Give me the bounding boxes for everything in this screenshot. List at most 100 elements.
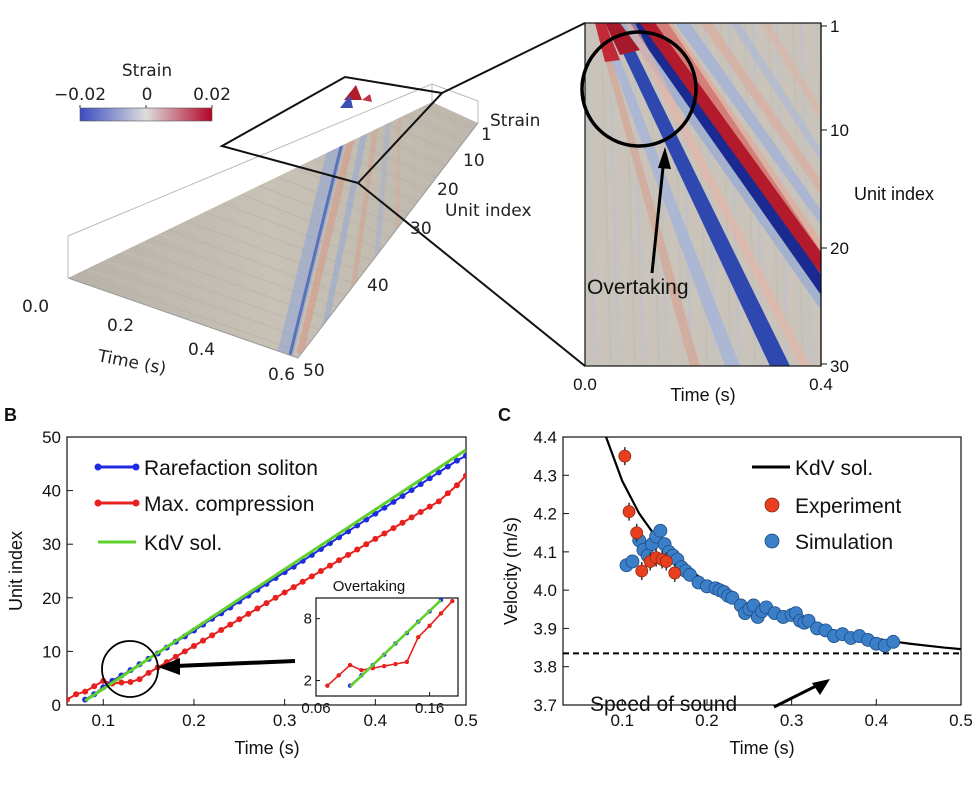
data-point bbox=[435, 498, 442, 505]
data-point bbox=[363, 541, 370, 548]
data-point bbox=[453, 457, 460, 464]
legend-c-item: KdV sol. bbox=[795, 457, 873, 480]
surface-texture bbox=[386, 123, 478, 205]
chart-c-ylabel: Velocity (m/s) bbox=[501, 517, 521, 625]
inset-title: Overtaking bbox=[333, 578, 406, 595]
y-tick-label: 50 bbox=[42, 428, 61, 447]
x-tick-label: 0.3 bbox=[273, 711, 297, 730]
y-tick-label: 3.7 bbox=[533, 696, 557, 715]
data-point bbox=[886, 634, 901, 649]
surface-texture bbox=[404, 114, 478, 196]
legend-c-item: Simulation bbox=[795, 531, 893, 554]
surface-3d: Strain 1 10 20 30 40 50 Unit index 0.0 0… bbox=[22, 22, 586, 385]
legend-b-item: Max. compression bbox=[144, 493, 314, 516]
overtaking-label: Overtaking bbox=[587, 276, 689, 299]
data-point bbox=[82, 688, 89, 695]
data-point bbox=[91, 683, 98, 690]
inset-point bbox=[336, 673, 341, 678]
surface-time-tick: 0.0 bbox=[22, 297, 49, 317]
y-tick-label: 4.0 bbox=[533, 581, 557, 600]
inset-point bbox=[404, 659, 410, 665]
zoom-unit-tick: 1 bbox=[830, 17, 839, 36]
surface-z-label: Strain bbox=[490, 111, 540, 131]
inset-x-tick-label: 0.16 bbox=[415, 700, 444, 717]
y-tick-label: 4.3 bbox=[533, 466, 557, 485]
colorbar-title: Strain bbox=[122, 61, 172, 81]
data-point bbox=[390, 525, 397, 532]
data-point bbox=[453, 482, 460, 489]
surface-texture bbox=[158, 233, 377, 315]
zoom-unit-tick: 10 bbox=[830, 121, 849, 140]
legend-c-item: Experiment bbox=[795, 495, 901, 518]
y-tick-label: 30 bbox=[42, 535, 61, 554]
zoom-unit-tick: 30 bbox=[830, 357, 849, 376]
data-point bbox=[172, 653, 179, 660]
series-line bbox=[84, 448, 466, 702]
data-point bbox=[200, 637, 207, 644]
inset-y-tick-label: 8 bbox=[304, 611, 312, 628]
inset-point bbox=[416, 635, 421, 640]
data-point bbox=[381, 530, 388, 537]
data-point bbox=[408, 514, 415, 521]
chart-b-xlabel: Time (s) bbox=[234, 738, 299, 758]
speed-of-sound-label: Speed of sound bbox=[590, 693, 737, 716]
data-point bbox=[345, 551, 352, 558]
zoom-texture bbox=[808, 23, 820, 366]
y-tick-label: 4.4 bbox=[533, 428, 557, 447]
y-tick-label: 10 bbox=[42, 642, 61, 661]
y-tick-label: 4.2 bbox=[533, 505, 557, 524]
data-point bbox=[227, 621, 234, 628]
surface-texture bbox=[76, 273, 307, 355]
data-point bbox=[209, 632, 216, 639]
data-point bbox=[272, 594, 279, 601]
surface-texture bbox=[413, 110, 478, 192]
data-point bbox=[426, 503, 433, 510]
legend-b: Rarefaction soliton Max. compression KdV… bbox=[94, 457, 318, 555]
legend-b-item: Rarefaction soliton bbox=[144, 457, 318, 480]
data-point bbox=[290, 584, 297, 591]
data-point bbox=[659, 555, 673, 568]
data-point bbox=[299, 578, 306, 585]
inset-point bbox=[450, 598, 455, 604]
inset-series-line bbox=[326, 600, 453, 687]
data-point bbox=[73, 691, 80, 698]
data-point bbox=[417, 509, 424, 516]
zoom-unit-label: Unit index bbox=[854, 184, 934, 204]
surface-unit-tick: 20 bbox=[437, 180, 459, 200]
colorbar-max-label: 0.02 bbox=[193, 85, 231, 105]
x-tick-label: 0.3 bbox=[780, 711, 804, 730]
surface-unit-tick: 40 bbox=[367, 276, 389, 296]
chart-b-frame bbox=[66, 436, 467, 706]
y-tick-label: 0 bbox=[52, 696, 61, 715]
data-point bbox=[444, 490, 451, 497]
surface-unit-tick: 30 bbox=[410, 219, 432, 239]
surface-time-tick: 0.2 bbox=[107, 316, 134, 336]
y-tick-label: 3.9 bbox=[533, 619, 557, 638]
data-point bbox=[336, 557, 343, 564]
data-point bbox=[245, 610, 252, 617]
y-tick-label: 3.8 bbox=[533, 658, 557, 677]
inset-point bbox=[438, 611, 444, 616]
data-point bbox=[136, 676, 143, 683]
inset-point bbox=[381, 663, 387, 669]
data-point bbox=[317, 568, 324, 574]
zoom-unit-tick: 20 bbox=[830, 239, 849, 258]
surface-time-label: Time (s) bbox=[95, 346, 168, 379]
surface-texture bbox=[86, 268, 314, 350]
zoom-texture bbox=[784, 23, 796, 366]
inset-point bbox=[325, 683, 330, 688]
inset-series-line bbox=[349, 599, 442, 688]
data-point bbox=[145, 669, 152, 676]
data-point bbox=[218, 626, 225, 633]
inset-point bbox=[347, 662, 353, 668]
colorbar-min-label: −0.02 bbox=[54, 85, 106, 105]
surface-texture bbox=[140, 242, 362, 324]
data-point bbox=[263, 600, 270, 607]
chart-b-ylabel: Unit index bbox=[6, 531, 26, 611]
zoom-heatmap: Overtaking 1 10 20 30 Unit index 0.0 0.4… bbox=[573, 17, 934, 405]
data-point bbox=[118, 679, 125, 686]
inset-b: Overtaking 0.06 0.16 2 8 bbox=[301, 578, 459, 717]
legend-b-item: KdV sol. bbox=[144, 532, 222, 555]
data-point bbox=[254, 605, 261, 612]
